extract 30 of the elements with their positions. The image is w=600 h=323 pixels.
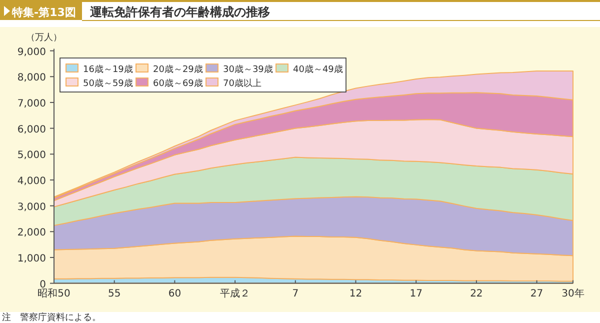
legend-label: 60歳～69歳 — [153, 78, 203, 89]
x-tick-label: 7 — [292, 288, 299, 300]
y-tick-label: 2,000 — [17, 228, 46, 239]
legend-label: 20歳～29歳 — [153, 64, 203, 75]
x-tick-label: 12 — [349, 288, 362, 300]
text: 注 警察庁資料による。 — [2, 312, 101, 323]
legend-label: 30歳～39歳 — [223, 64, 273, 75]
x-tick-label: 平成２ — [220, 287, 250, 300]
x-tick-label: 22 — [470, 288, 483, 300]
legend-label: 70歳以上 — [223, 78, 262, 89]
legend-label: 50歳～59歳 — [83, 78, 133, 89]
x-tick-label: 昭和50 — [38, 287, 70, 300]
x-tick-label: 27 — [530, 288, 544, 300]
y-axis-title: （万人） — [26, 32, 62, 43]
chart-subtitle: 特集-第13図 — [11, 6, 76, 19]
y-tick-label: 9,000 — [17, 46, 46, 58]
y-tick-label: 4,000 — [17, 176, 46, 187]
x-tick-label: 55 — [108, 288, 121, 300]
legend-label: 40歳～49歳 — [293, 64, 343, 75]
y-tick-label: 3,000 — [17, 202, 46, 213]
y-tick-label: 1,000 — [17, 253, 46, 264]
legend-label: 16歳～19歳 — [83, 64, 133, 75]
x-tick-label: 17 — [410, 288, 422, 300]
y-tick-label: 6,000 — [17, 124, 46, 136]
y-tick-label: 5,000 — [17, 150, 46, 162]
y-tick-label: 7,000 — [17, 98, 46, 110]
x-tick-label: 30年 — [562, 287, 584, 300]
chart-title: 運転免許保有者の年齢構成の推移 — [89, 5, 270, 19]
y-tick-label: 8,000 — [17, 72, 46, 84]
x-tick-label: 60 — [168, 288, 182, 300]
